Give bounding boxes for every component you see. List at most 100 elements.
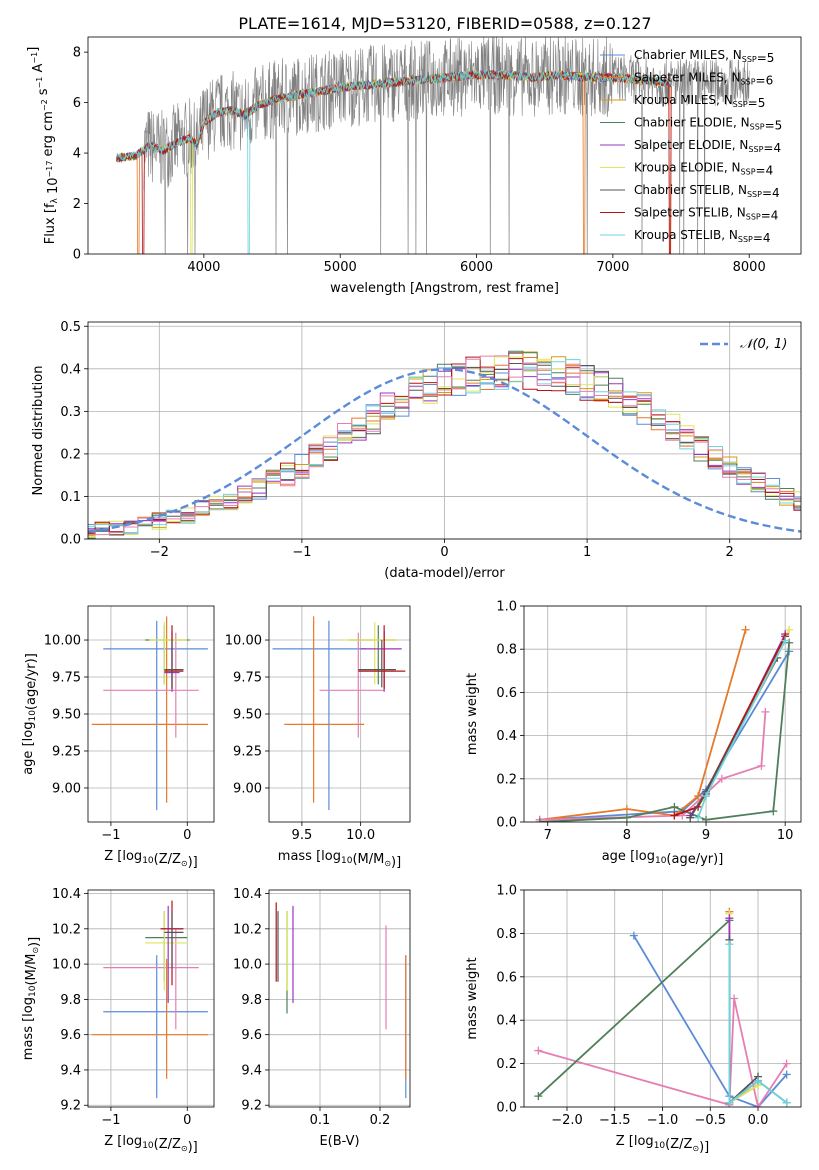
y-tick-label: 9.75 xyxy=(52,671,81,686)
observed-spectrum xyxy=(143,37,750,254)
grid-lines xyxy=(88,606,214,822)
y-tick-label: 0.2 xyxy=(496,1057,517,1072)
y-tick-label: 0.3 xyxy=(60,405,81,420)
x-tick-label: 7000 xyxy=(596,260,629,275)
legend-label: 𝒩(0, 1) xyxy=(740,337,787,352)
x-axis-label: wavelength [Angstrom, rest frame] xyxy=(330,281,559,296)
plot-area xyxy=(116,37,750,254)
y-tick-label: 9.4 xyxy=(60,1063,81,1078)
x-tick-label: 0 xyxy=(183,1113,191,1128)
plot-area xyxy=(91,616,208,811)
axes-frame xyxy=(523,605,802,823)
y-tick-label: 10.2 xyxy=(233,922,262,937)
y-tick-label: 2 xyxy=(73,197,81,212)
mass-vs-ebv-panel: 0.1 0.2 9.2 9.4 9.6 9.8 10.0 10.2 10.4 E(B-V) xyxy=(233,887,411,1149)
y-tick-label: 9.6 xyxy=(60,1028,81,1043)
y-axis-label: age [log10(age/yr)] xyxy=(21,653,39,775)
mass-weight-marker xyxy=(702,792,711,801)
y-tick-label: 0.4 xyxy=(496,729,517,744)
y-tick-label: 9.2 xyxy=(241,1099,262,1114)
x-tick-label: 6000 xyxy=(460,260,493,275)
x-tick-label: −1 xyxy=(101,828,120,843)
mass-weight-line xyxy=(539,629,747,821)
y-tick-label: 6 xyxy=(73,96,81,111)
mass-weight-marker xyxy=(769,807,778,816)
mass-weight-marker xyxy=(754,1103,763,1107)
y-tick-label: 9.00 xyxy=(233,781,262,796)
residual-histogram-step xyxy=(88,356,801,538)
legend-label: Chabrier ELODIE, NSSP=5 xyxy=(634,116,782,133)
axes-frame xyxy=(268,605,411,823)
x-tick-label: 8000 xyxy=(733,260,766,275)
y-tick-label: 9.00 xyxy=(52,781,81,796)
y-tick-label: 9.50 xyxy=(233,708,262,723)
residual-histogram-step xyxy=(88,356,801,534)
mass-weight-marker xyxy=(782,1059,791,1068)
y-axis-label: Normed distribution xyxy=(31,366,46,496)
x-tick-label: −1 xyxy=(292,545,311,560)
legend-label: Chabrier STELIB, NSSP=4 xyxy=(634,183,780,200)
y-tick-label: 10.4 xyxy=(52,887,81,902)
y-tick-label: 0.6 xyxy=(496,686,517,701)
model-spectrum-line xyxy=(116,69,672,254)
x-tick-label: 10.0 xyxy=(346,828,375,843)
mass-weight-marker xyxy=(694,813,703,822)
plot-area xyxy=(88,350,801,539)
age-vs-mass-panel: 9.5 10.0 9.00 9.25 9.50 9.75 10.00 mass [log10(… xyxy=(225,605,411,870)
x-tick-label: −2 xyxy=(150,545,169,560)
legend-label: Kroupa MILES, NSSP=5 xyxy=(634,93,765,110)
y-axis-label: mass [log10(M/M⊙)] xyxy=(21,937,42,1060)
y-tick-label: 4 xyxy=(73,147,81,162)
mass-weight-marker xyxy=(702,815,711,822)
y-tick-label: 0.2 xyxy=(60,447,81,462)
mass-weight-line xyxy=(539,642,790,822)
plot-area xyxy=(91,900,208,1099)
y-tick-label: 0 xyxy=(73,248,81,263)
legend-label: Salpeter STELIB, NSSP=4 xyxy=(634,206,778,223)
x-axis-label: E(B-V) xyxy=(319,1134,359,1149)
x-tick-label: 5000 xyxy=(324,260,357,275)
mass-weight-marker xyxy=(629,931,638,940)
x-tick-label: 9 xyxy=(702,828,710,843)
mass-weight-marker xyxy=(725,1098,734,1107)
x-tick-label: 0.2 xyxy=(370,1113,391,1128)
legend-label: Chabrier MILES, NSSP=5 xyxy=(634,48,774,65)
mass-weight-marker xyxy=(670,802,679,811)
mass-weight-marker xyxy=(535,818,544,822)
gaussian-curve xyxy=(88,368,801,533)
x-axis-label: age [log10(age/yr)] xyxy=(602,849,724,867)
axes-frame xyxy=(87,889,215,1108)
y-tick-label: 1.0 xyxy=(496,884,517,899)
residual-histogram-step xyxy=(88,352,801,534)
grid-lines xyxy=(269,890,410,1107)
y-tick-label: 10.0 xyxy=(233,958,262,973)
y-tick-label: 0.0 xyxy=(60,533,81,548)
mass-weight-marker xyxy=(754,1076,763,1085)
mass-weight-line xyxy=(674,635,787,817)
y-tick-label: 10.4 xyxy=(233,887,262,902)
mass-vs-metallicity-panel: −1 0 9.2 9.4 9.6 9.8 10.0 10.2 10.4 Z [log10(Z/Z⊙… xyxy=(21,887,215,1155)
legend-label: Kroupa ELODIE, NSSP=4 xyxy=(634,161,773,178)
mass-weight-marker xyxy=(622,805,631,814)
y-tick-label: 0.0 xyxy=(496,1101,517,1116)
mass-weight-marker xyxy=(757,761,766,770)
y-tick-label: 10.2 xyxy=(52,922,81,937)
y-tick-label: 9.50 xyxy=(52,708,81,723)
mass-weight-marker xyxy=(534,1092,543,1101)
legend-label: Kroupa STELIB, NSSP=4 xyxy=(634,228,771,245)
axes-frame xyxy=(87,36,802,255)
residual-histogram-step xyxy=(88,359,801,534)
y-tick-label: 10.00 xyxy=(225,634,262,649)
mass-weight-marker xyxy=(622,813,631,822)
y-tick-label: 0.4 xyxy=(60,362,81,377)
y-tick-label: 1.0 xyxy=(496,600,517,615)
y-axis-label: mass weight xyxy=(465,673,480,755)
mass-weight-marker xyxy=(686,813,695,822)
x-tick-label: 1 xyxy=(583,545,591,560)
axes-frame xyxy=(87,605,215,823)
x-tick-label: −1 xyxy=(101,1113,120,1128)
x-tick-label: −1.0 xyxy=(647,1113,679,1128)
x-tick-label: 8 xyxy=(623,828,631,843)
mass-weight-line xyxy=(539,711,767,821)
